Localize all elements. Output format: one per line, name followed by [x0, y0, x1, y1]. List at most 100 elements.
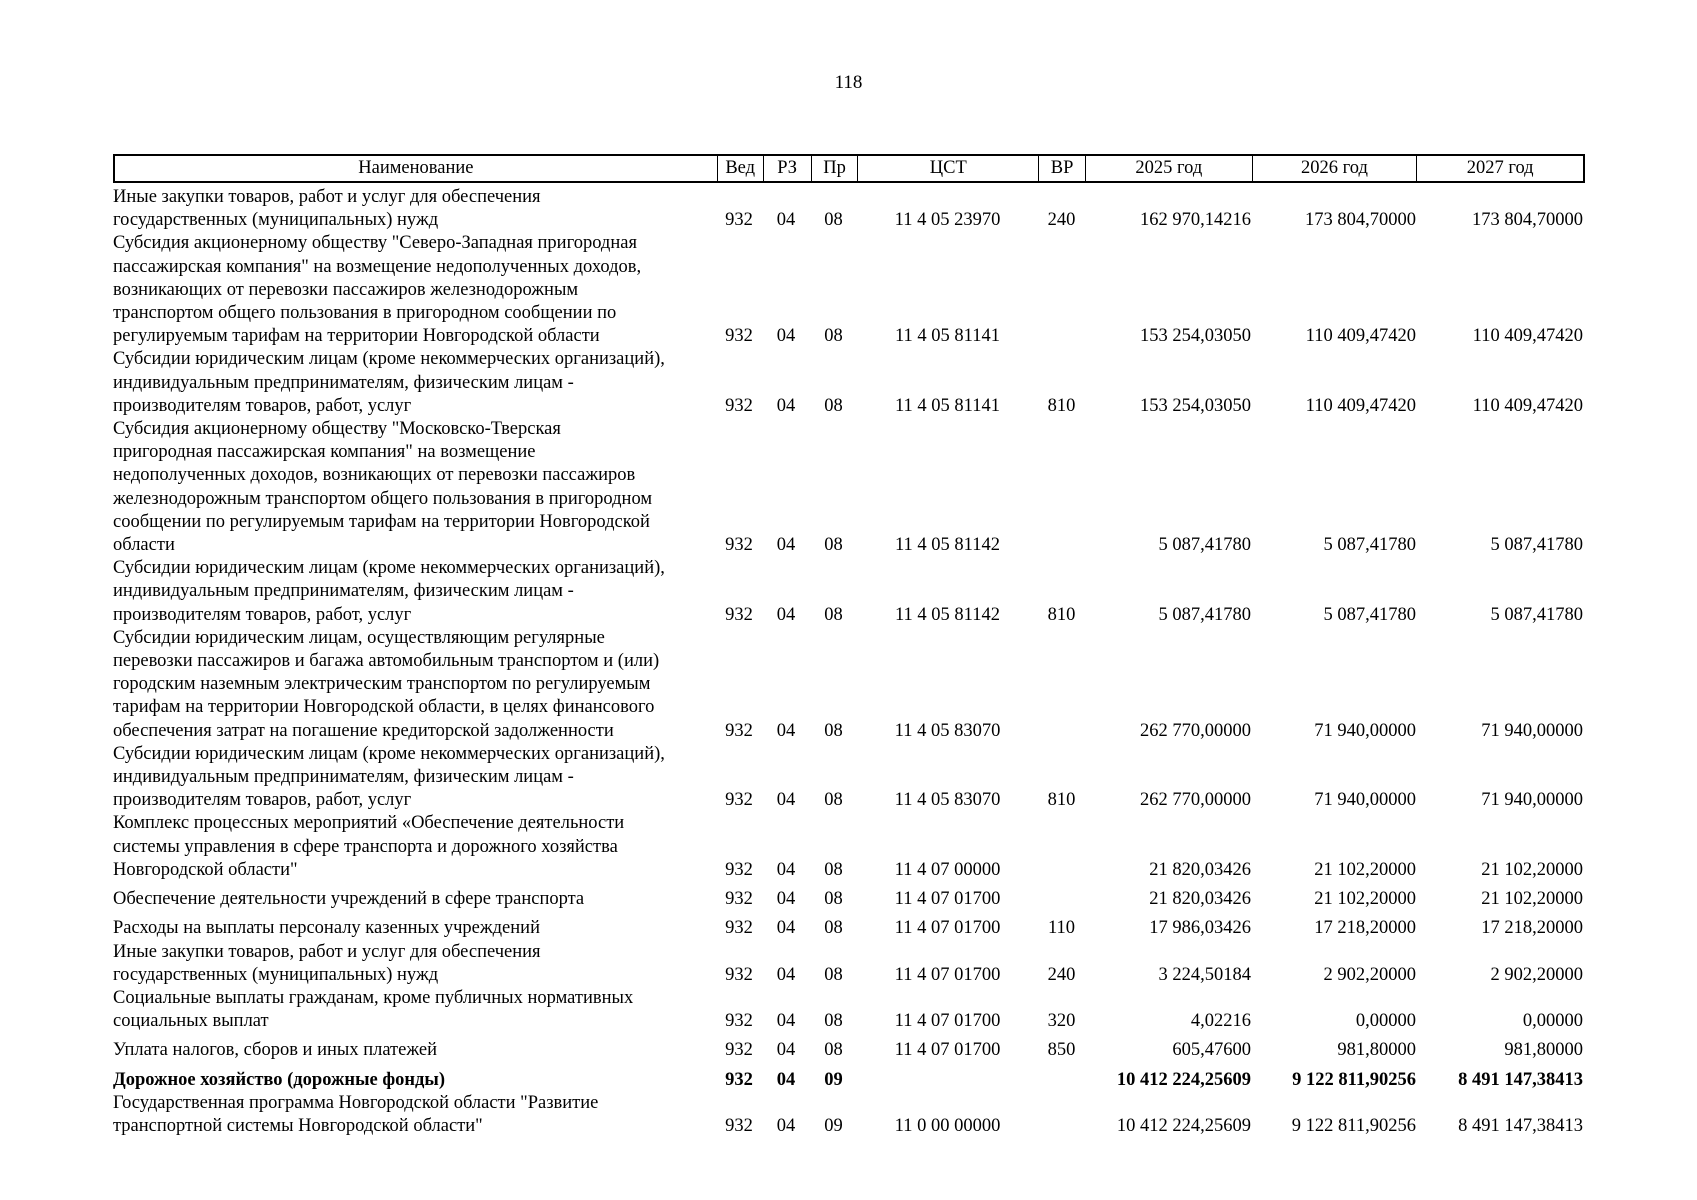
rz-cell: 04	[776, 1040, 796, 1061]
name-line: регулируемым тарифам на территории Новго…	[113, 326, 600, 347]
amount-2027-cell: 0,00000	[1522, 1011, 1583, 1032]
name-line: Субсидия акционерному обществу "Северо-З…	[113, 233, 637, 254]
rz-cell: 04	[776, 918, 796, 939]
name-line: обеспечения затрат на погашение кредитор…	[113, 720, 614, 741]
table-row: Обеспечение деятельности учреждений в сф…	[113, 888, 1585, 911]
cst-cell: 11 4 07 01700	[894, 918, 1001, 939]
ved-cell: 932	[725, 1115, 753, 1136]
amount-2026-cell: 9 122 811,90256	[1291, 1115, 1416, 1136]
vr-cell: 110	[1047, 918, 1076, 939]
rz-cell: 04	[776, 604, 796, 625]
name-line: Социальные выплаты гражданам, кроме публ…	[113, 987, 634, 1008]
name-line: Субсидии юридическим лицам (кроме некомм…	[113, 349, 665, 370]
name-line: сообщении по регулируемым тарифам на тер…	[113, 511, 650, 532]
pr-cell: 08	[824, 918, 843, 939]
ved-cell: 932	[725, 1040, 753, 1061]
name-line: пассажирская компания" на возмещение нед…	[113, 256, 642, 277]
pr-cell: 09	[824, 1069, 843, 1090]
name-line: Уплата налогов, сборов и иных платежей	[113, 1040, 438, 1061]
table-row: Субсидии юридическим лицам (кроме некомм…	[113, 348, 1585, 418]
amount-2027-cell: 71 940,00000	[1481, 790, 1583, 811]
name-line: Комплекс процессных мероприятий «Обеспеч…	[113, 813, 625, 834]
ved-cell: 932	[725, 859, 753, 880]
name-line: железнодорожным транспортом общего польз…	[113, 488, 653, 509]
header-rz: РЗ	[762, 156, 811, 181]
amount-2025-cell: 21 820,03426	[1149, 889, 1251, 910]
amount-2026-cell: 110 409,47420	[1305, 326, 1416, 347]
name-line: Субсидии юридическим лицам (кроме некомм…	[113, 558, 665, 579]
name-line: государственных (муниципальных) нужд	[113, 964, 439, 985]
cst-cell: 11 4 05 81142	[894, 604, 1000, 625]
table-row: Уплата налогов, сборов и иных платежей 93…	[113, 1039, 1585, 1062]
pr-cell: 08	[824, 859, 843, 880]
header-pr: Пр	[810, 156, 858, 181]
cst-cell: 11 4 05 81142	[894, 535, 1000, 556]
amount-2026-cell: 71 940,00000	[1314, 790, 1416, 811]
vr-cell: 810	[1047, 604, 1076, 625]
name-line: государственных (муниципальных) нужд	[113, 210, 439, 231]
table-row: Дорожное хозяйство (дорожные фонды) 932 04…	[113, 1069, 1585, 1092]
table-row: Субсидия акционерному обществу "Московск…	[113, 418, 1585, 557]
name-line: пригородная пассажирская компания" на во…	[113, 442, 536, 463]
name-line: Субсидия акционерному обществу "Московск…	[113, 419, 561, 440]
amount-2025-cell: 162 970,14216	[1140, 210, 1251, 231]
name-line: возникающих от перевозки пассажиров желе…	[113, 279, 579, 300]
name-line: области	[113, 535, 175, 556]
page-number: 118	[834, 72, 863, 93]
name-line: транспортом общего пользования в пригоро…	[113, 303, 617, 324]
amount-2025-cell: 10 412 224,25609	[1116, 1115, 1251, 1136]
amount-2027-cell: 17 218,20000	[1481, 918, 1583, 939]
amount-2026-cell: 5 087,41780	[1323, 535, 1417, 556]
pr-cell: 08	[824, 395, 843, 416]
ved-cell: 932	[725, 210, 753, 231]
name-line: системы управления в сфере транспорта и …	[113, 836, 618, 857]
amount-2027-cell: 2 902,20000	[1490, 964, 1584, 985]
table-row: Субсидии юридическим лицам, осуществляющ…	[113, 627, 1585, 743]
name-cell: Субсидии юридическим лицам (кроме некомм…	[113, 348, 716, 418]
amount-2027-cell: 71 940,00000	[1481, 720, 1583, 741]
table-row: Расходы на выплаты персоналу казенных уч…	[113, 917, 1585, 940]
name-cell: Субсидии юридическим лицам (кроме некомм…	[113, 557, 716, 627]
name-line: производителям товаров, работ, услуг	[113, 395, 412, 416]
amount-2026-cell: 9 122 811,90256	[1292, 1069, 1416, 1090]
vr-cell: 240	[1047, 210, 1076, 231]
cst-cell: 11 4 07 01700	[894, 889, 1001, 910]
pr-cell: 08	[824, 326, 843, 347]
pr-cell: 08	[824, 889, 843, 910]
header-vr: ВР	[1038, 156, 1085, 181]
name-line: Расходы на выплаты персоналу казенных уч…	[113, 918, 540, 939]
cst-cell: 11 4 05 81141	[894, 326, 1000, 347]
name-cell: Субсидия акционерному обществу "Северо-З…	[113, 232, 716, 348]
pr-cell: 08	[824, 535, 843, 556]
table-row: Иные закупки товаров, работ и услуг для …	[113, 941, 1585, 987]
table-row: Субсидии юридическим лицам (кроме некомм…	[113, 557, 1585, 627]
amount-2026-cell: 17 218,20000	[1314, 918, 1416, 939]
rz-cell: 04	[776, 210, 796, 231]
header-2027: 2027 год	[1416, 156, 1583, 181]
name-line: производителям товаров, работ, услуг	[113, 790, 412, 811]
name-line: индивидуальным предпринимателям, физичес…	[113, 372, 574, 393]
amount-2027-cell: 110 409,47420	[1472, 395, 1583, 416]
amount-2026-cell: 71 940,00000	[1314, 720, 1416, 741]
ved-cell: 932	[725, 535, 753, 556]
amount-2026-cell: 2 902,20000	[1323, 964, 1417, 985]
amount-2027-cell: 8 491 147,38413	[1458, 1115, 1583, 1136]
amount-2025-cell: 4,02216	[1190, 1011, 1251, 1032]
ved-cell: 932	[725, 604, 753, 625]
ved-cell: 932	[725, 326, 753, 347]
amount-2025-cell: 21 820,03426	[1149, 859, 1251, 880]
budget-table: Наименование Вед РЗ Пр ЦСТ ВР 2025 год 2…	[113, 154, 1585, 1138]
name-line: Государственная программа Новгородской о…	[113, 1092, 599, 1113]
table-row: Комплекс процессных мероприятий «Обеспеч…	[113, 812, 1585, 882]
name-line: Субсидии юридическим лицам (кроме некомм…	[113, 743, 665, 764]
name-cell: Обеспечение деятельности учреждений в сф…	[113, 888, 716, 911]
name-line: транспортной системы Новгородской област…	[113, 1115, 483, 1136]
rz-cell: 04	[776, 1011, 796, 1032]
amount-2026-cell: 981,80000	[1337, 1040, 1416, 1061]
amount-2027-cell: 5 087,41780	[1490, 604, 1584, 625]
pr-cell: 08	[824, 1040, 843, 1061]
name-cell: Субсидии юридическим лицам, осуществляющ…	[113, 627, 716, 743]
name-cell: Уплата налогов, сборов и иных платежей	[113, 1039, 716, 1062]
pr-cell: 08	[824, 720, 843, 741]
ved-cell: 932	[725, 964, 753, 985]
